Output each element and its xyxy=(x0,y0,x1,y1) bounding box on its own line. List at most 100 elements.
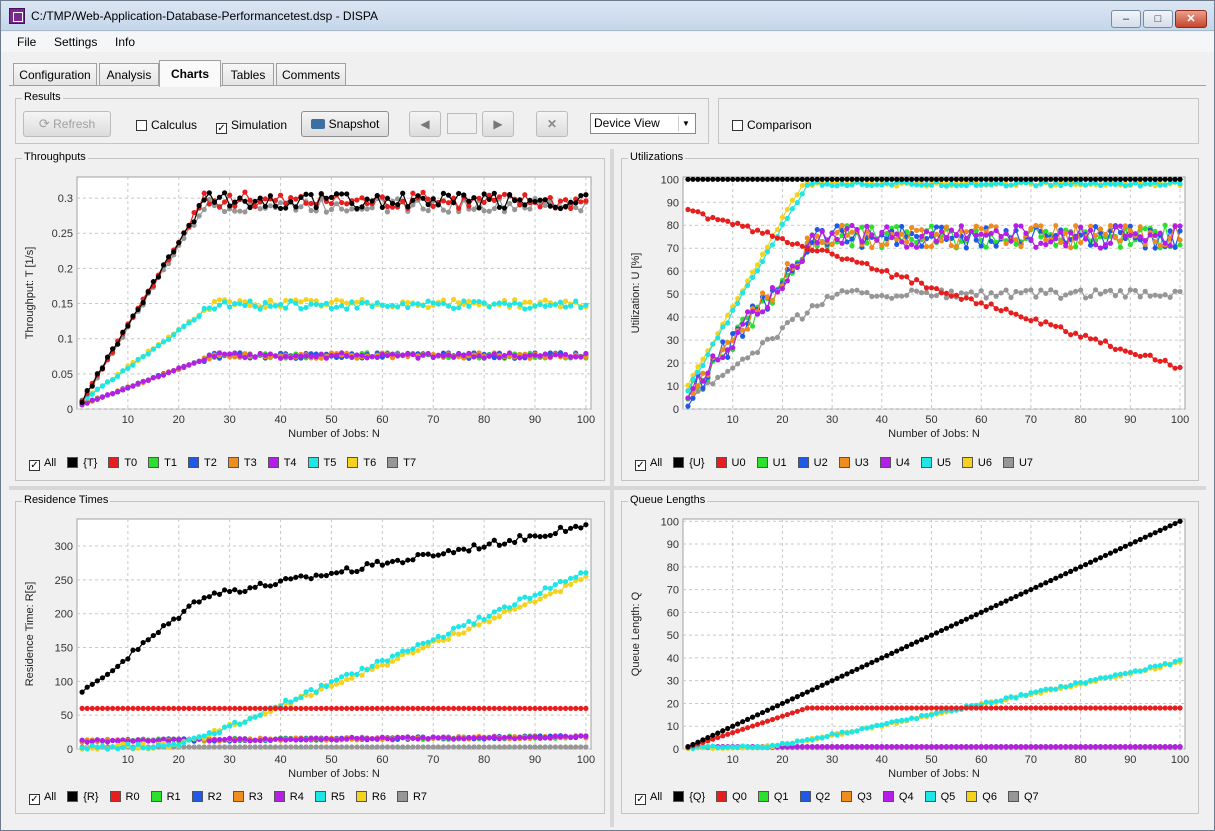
data-point-dev0 xyxy=(968,705,974,711)
legend-entry-dev6[interactable]: R6 xyxy=(355,791,386,803)
legend-entry-dev4[interactable]: U4 xyxy=(879,457,910,469)
data-point-dev2 xyxy=(918,243,925,249)
data-point-dev5 xyxy=(288,699,294,705)
simulation-checkbox-box[interactable]: ✓ xyxy=(216,123,227,134)
legend-entry-dev4[interactable]: Q4 xyxy=(882,791,914,803)
data-point-dev4 xyxy=(140,378,146,384)
data-point-dev0 xyxy=(914,705,920,711)
tab-comments[interactable]: Comments xyxy=(276,63,346,86)
view-select[interactable]: Device View ▼ xyxy=(590,113,696,134)
comparison-checkbox-box[interactable] xyxy=(732,120,743,131)
data-point-dev7 xyxy=(542,744,548,750)
legend-entry-dev2[interactable]: T2 xyxy=(188,457,217,469)
data-point-dev7 xyxy=(471,744,477,750)
data-point-dev4 xyxy=(1058,229,1064,235)
refresh-button[interactable]: ⟳ Refresh xyxy=(23,111,111,137)
menu-settings[interactable]: Settings xyxy=(54,35,98,49)
snapshot-index-field[interactable] xyxy=(447,113,477,134)
legend-entry-total[interactable]: {Q} xyxy=(673,791,705,803)
legend-entry-dev3[interactable]: T3 xyxy=(227,457,257,469)
legend-entry-dev0[interactable]: R0 xyxy=(109,791,140,803)
legend-entry-dev1[interactable]: T1 xyxy=(148,457,177,469)
legend-entry-dev2[interactable]: R2 xyxy=(191,791,222,803)
maximize-button[interactable]: □ xyxy=(1143,10,1173,28)
previous-button[interactable]: ◀ xyxy=(409,111,441,137)
data-point-total xyxy=(471,542,477,548)
legend-all-checkbox[interactable]: ✓ All xyxy=(29,791,56,805)
legend-entry-dev2[interactable]: Q2 xyxy=(799,791,830,803)
data-point-dev0 xyxy=(578,705,584,712)
data-point-dev5 xyxy=(160,339,167,345)
data-point-dev4 xyxy=(491,351,497,357)
legend-all-checkbox[interactable]: ✓ All xyxy=(29,457,56,471)
calculus-checkbox-box[interactable] xyxy=(136,120,147,131)
x-tick-label: 100 xyxy=(577,754,595,766)
legend-entry-dev3[interactable]: U3 xyxy=(838,457,869,469)
tab-charts[interactable]: Charts xyxy=(159,60,221,87)
calculus-checkbox[interactable]: Calculus xyxy=(136,118,197,132)
legend-all-box[interactable]: ✓ xyxy=(635,794,646,805)
legend-all-box[interactable]: ✓ xyxy=(635,460,646,471)
data-point-dev7 xyxy=(430,744,436,750)
horizontal-splitter[interactable] xyxy=(9,486,1206,490)
snapshot-button[interactable]: Snapshot xyxy=(301,111,389,137)
legend-entry-dev5[interactable]: Q5 xyxy=(924,791,955,803)
data-point-dev5 xyxy=(110,744,116,750)
legend-entry-dev2[interactable]: U2 xyxy=(797,457,828,469)
data-point-dev4 xyxy=(374,736,380,742)
legend-entry-dev1[interactable]: R1 xyxy=(150,791,181,803)
data-point-dev0 xyxy=(933,705,940,711)
legend-entry-dev0[interactable]: T0 xyxy=(108,457,137,469)
legend-entry-dev6[interactable]: U6 xyxy=(961,457,992,469)
menu-file[interactable]: File xyxy=(17,35,37,49)
legend-entry-total[interactable]: {R} xyxy=(67,791,99,803)
data-point-dev7 xyxy=(333,201,340,207)
data-point-dev4 xyxy=(769,284,776,291)
legend-entry-dev4[interactable]: R4 xyxy=(273,791,304,803)
data-point-dev0 xyxy=(973,301,979,307)
legend-all-box[interactable]: ✓ xyxy=(29,794,40,805)
legend-entry-dev0[interactable]: Q0 xyxy=(716,791,747,803)
comparison-checkbox[interactable]: Comparison xyxy=(732,118,812,132)
data-point-total xyxy=(405,204,411,210)
data-point-dev0 xyxy=(298,705,304,712)
data-point-dev5 xyxy=(272,303,279,309)
legend-entry-dev7[interactable]: R7 xyxy=(396,791,427,803)
data-point-dev4 xyxy=(410,735,416,741)
legend-all-box[interactable]: ✓ xyxy=(29,460,40,471)
legend-entry-dev5[interactable]: T5 xyxy=(307,457,336,469)
data-point-dev4 xyxy=(568,734,574,740)
data-point-dev0 xyxy=(904,705,910,711)
data-point-dev5 xyxy=(879,722,885,728)
legend-all-checkbox[interactable]: ✓ All xyxy=(635,791,662,805)
menu-info[interactable]: Info xyxy=(115,35,136,49)
legend-entry-dev5[interactable]: U5 xyxy=(920,457,951,469)
data-point-dev4 xyxy=(344,353,350,359)
legend-all-checkbox[interactable]: ✓ All xyxy=(635,457,662,471)
arrow-left-icon: ◀ xyxy=(420,117,430,131)
tab-tables[interactable]: Tables xyxy=(222,63,274,86)
delete-button[interactable]: ✕ xyxy=(536,111,568,137)
legend-entry-dev6[interactable]: T6 xyxy=(347,457,376,469)
legend-entry-dev3[interactable]: Q3 xyxy=(841,791,872,803)
minimize-button[interactable]: – xyxy=(1111,10,1141,28)
legend-entry-dev1[interactable]: Q1 xyxy=(757,791,789,803)
data-point-dev0 xyxy=(933,285,940,292)
next-button[interactable]: ▶ xyxy=(482,111,514,137)
legend-entry-total[interactable]: {T} xyxy=(67,457,97,469)
legend-entry-dev5[interactable]: R5 xyxy=(314,791,345,803)
legend-entry-total[interactable]: {U} xyxy=(673,457,705,469)
legend-entry-dev1[interactable]: U1 xyxy=(756,457,787,469)
simulation-checkbox[interactable]: ✓ Simulation xyxy=(216,118,287,134)
data-point-dev5 xyxy=(1102,180,1109,186)
legend-entry-dev7[interactable]: U7 xyxy=(1002,457,1033,469)
legend-entry-dev0[interactable]: U0 xyxy=(715,457,746,469)
legend-entry-dev6[interactable]: Q6 xyxy=(966,791,997,803)
tab-analysis[interactable]: Analysis xyxy=(99,63,159,86)
legend-entry-dev4[interactable]: T4 xyxy=(267,457,297,469)
legend-entry-dev7[interactable]: T7 xyxy=(387,457,416,469)
close-window-button[interactable]: ✕ xyxy=(1175,10,1207,28)
tab-configuration[interactable]: Configuration xyxy=(13,63,97,86)
legend-entry-dev3[interactable]: R3 xyxy=(232,791,263,803)
legend-entry-dev7[interactable]: Q7 xyxy=(1007,791,1039,803)
